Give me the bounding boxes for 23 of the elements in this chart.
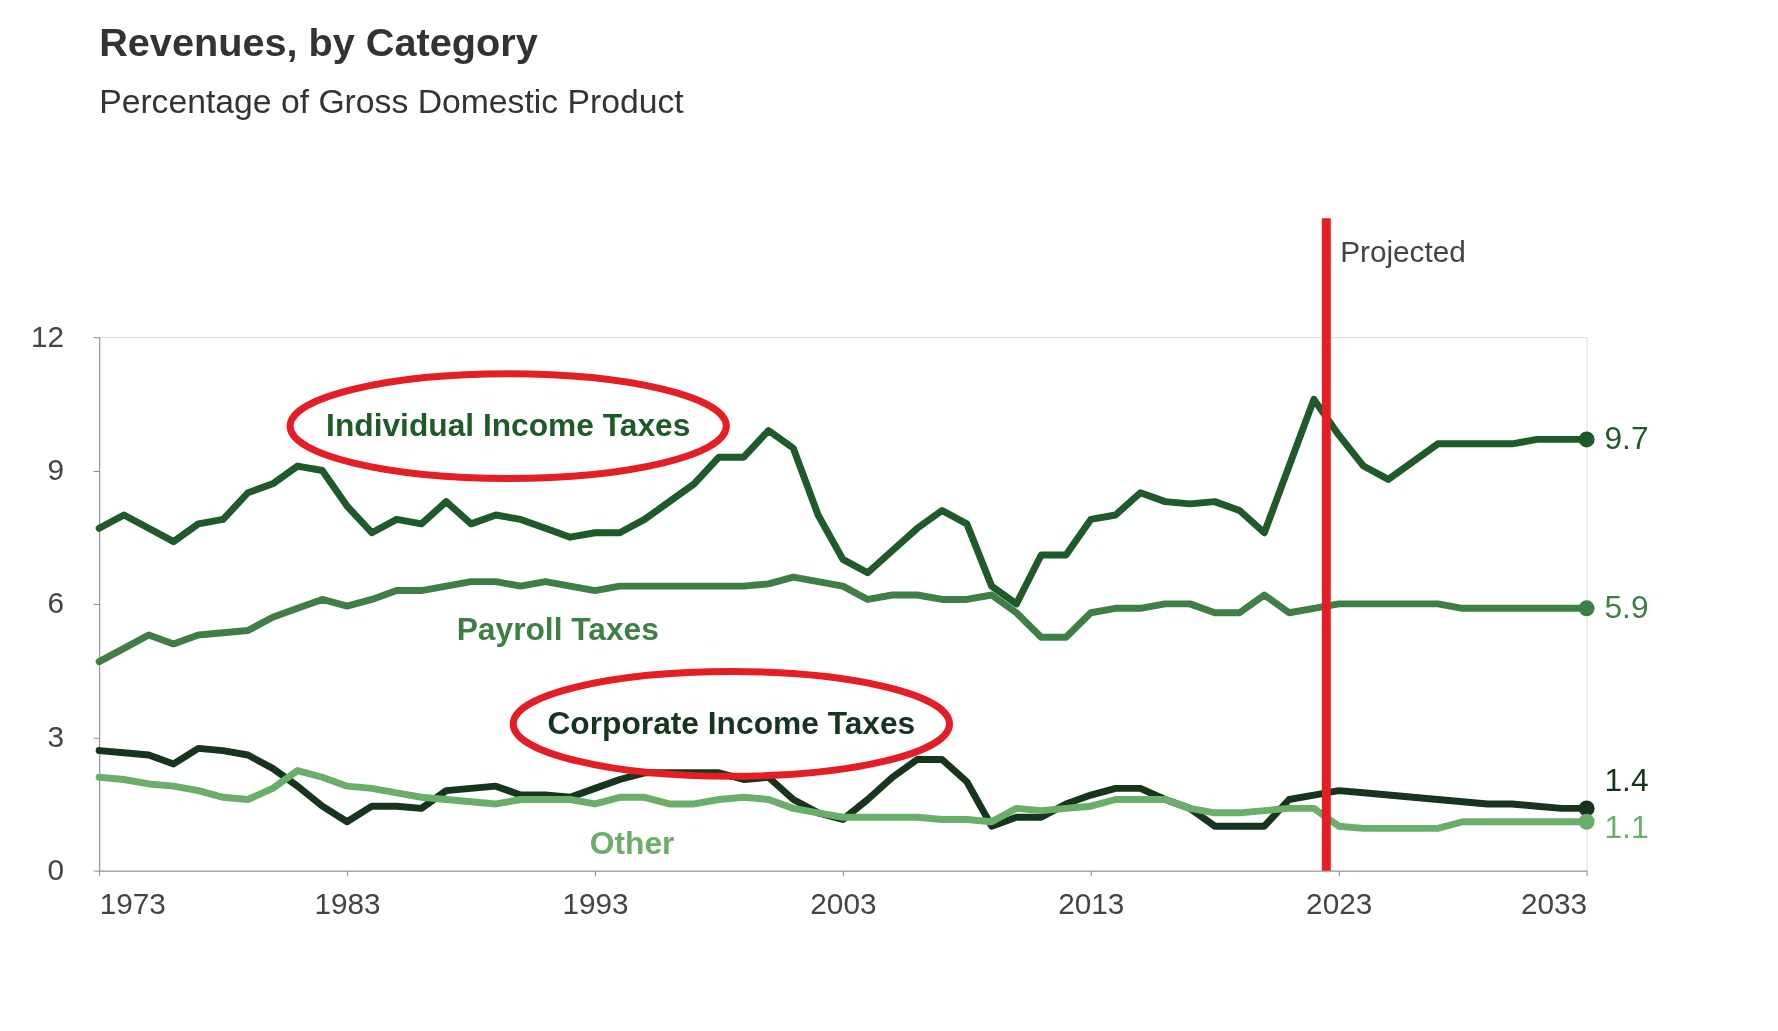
x-tick-label: 2023 [1306,886,1373,920]
series-label: Other [589,824,675,861]
x-tick-label: 2013 [1058,886,1125,920]
data-label: 1.1 [1604,808,1649,845]
y-tick-label: 9 [47,452,64,486]
x-tick-label: 2003 [810,886,877,920]
series-label: Corporate Income Taxes [547,704,916,741]
data-label: 1.4 [1604,761,1649,798]
x-tick-label: 2033 [1520,886,1588,920]
x-tick-label: 1993 [562,886,629,920]
x-tick-label: 1983 [314,886,381,920]
y-tick-label: 12 [30,319,64,353]
ref-line-label: Projected [1340,234,1466,268]
x-tick-label: 1973 [99,886,166,920]
chart-title: Revenues, by Category [99,20,538,65]
chart-subtitle: Percentage of Gross Domestic Product [99,81,685,120]
data-label: 9.7 [1604,420,1649,457]
y-tick-label: 3 [47,719,64,753]
data-label: 5.9 [1604,589,1649,626]
y-tick-label: 0 [47,853,64,887]
series-label: Payroll Taxes [456,611,659,648]
y-tick-label: 6 [47,586,64,620]
series-label: Individual Income Taxes [326,406,691,443]
